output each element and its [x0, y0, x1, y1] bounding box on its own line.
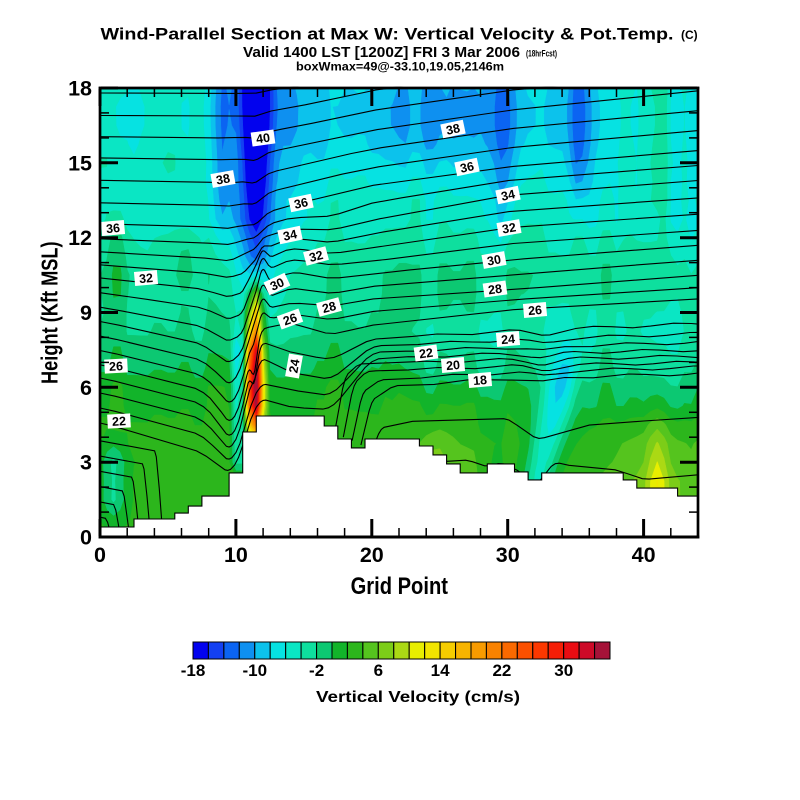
svg-text:Grid Point: Grid Point — [351, 573, 448, 600]
svg-text:15: 15 — [68, 151, 92, 175]
svg-text:9: 9 — [80, 301, 92, 325]
svg-text:18: 18 — [68, 77, 92, 101]
svg-text:-2: -2 — [309, 661, 324, 680]
svg-text:24: 24 — [286, 358, 302, 374]
svg-text:-10: -10 — [243, 661, 268, 680]
svg-text:30: 30 — [496, 543, 520, 567]
svg-text:32: 32 — [308, 248, 325, 265]
svg-text:boxWmax=49@-33.10,19.05,2146m: boxWmax=49@-33.10,19.05,2146m — [296, 60, 504, 74]
svg-text:Wind-Parallel Section at Max W: Wind-Parallel Section at Max W: Vertical… — [101, 26, 674, 44]
svg-text:6: 6 — [80, 376, 92, 400]
svg-text:Valid 1400 LST [1200Z] FRI 3 M: Valid 1400 LST [1200Z] FRI 3 Mar 2006 — [243, 45, 520, 61]
svg-text:38: 38 — [215, 171, 231, 187]
svg-text:36: 36 — [293, 195, 310, 212]
svg-text:10: 10 — [224, 543, 248, 567]
svg-text:12: 12 — [68, 226, 92, 250]
svg-text:14: 14 — [431, 661, 450, 680]
svg-text:30: 30 — [554, 661, 573, 680]
svg-text:40: 40 — [632, 543, 656, 567]
svg-text:28: 28 — [321, 299, 338, 316]
svg-text:26: 26 — [528, 303, 543, 318]
svg-text:34: 34 — [500, 187, 517, 204]
svg-text:30: 30 — [486, 252, 502, 268]
svg-text:22: 22 — [112, 414, 127, 429]
svg-text:Vertical Velocity (cm/s): Vertical Velocity (cm/s) — [316, 689, 520, 706]
svg-text:36: 36 — [106, 221, 121, 236]
svg-text:26: 26 — [281, 310, 299, 328]
svg-text:28: 28 — [487, 282, 503, 298]
svg-text:32: 32 — [501, 220, 517, 236]
svg-text:40: 40 — [255, 131, 271, 147]
svg-text:20: 20 — [446, 358, 461, 373]
svg-text:22: 22 — [418, 346, 434, 362]
svg-text:6: 6 — [374, 661, 383, 680]
svg-text:0: 0 — [80, 526, 92, 550]
svg-text:20: 20 — [360, 543, 384, 567]
svg-text:3: 3 — [80, 451, 92, 475]
svg-text:38: 38 — [445, 121, 462, 138]
svg-text:22: 22 — [492, 661, 511, 680]
svg-text:-18: -18 — [181, 661, 206, 680]
svg-text:(C): (C) — [681, 28, 698, 42]
svg-text:34: 34 — [282, 227, 299, 244]
svg-text:32: 32 — [139, 271, 154, 286]
svg-text:30: 30 — [268, 275, 287, 294]
svg-text:36: 36 — [459, 159, 476, 176]
svg-text:(18hrFcst): (18hrFcst) — [526, 49, 557, 59]
svg-text:18: 18 — [473, 373, 488, 388]
svg-text:Height (Kft MSL): Height (Kft MSL) — [37, 241, 63, 384]
svg-text:26: 26 — [109, 359, 124, 374]
svg-text:24: 24 — [501, 332, 516, 347]
svg-text:0: 0 — [94, 543, 106, 567]
